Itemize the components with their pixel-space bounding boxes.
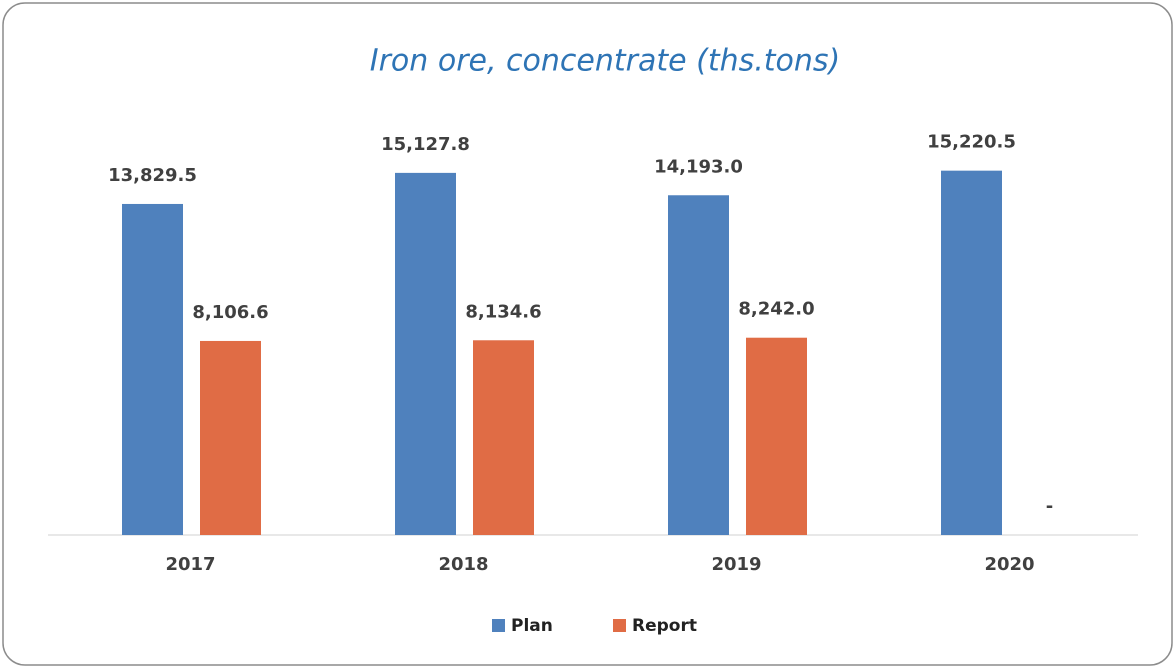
bar <box>200 340 261 535</box>
value-label: 8,134.6 <box>465 301 541 322</box>
bar <box>473 340 534 535</box>
value-label: 14,193.0 <box>654 156 743 177</box>
legend-swatch <box>613 619 626 632</box>
value-label: 15,220.5 <box>927 132 1016 153</box>
x-tick-label: 2020 <box>984 554 1034 575</box>
legend-label: Plan <box>511 616 553 636</box>
value-label: 13,829.5 <box>108 165 197 186</box>
legend-swatch <box>492 619 505 632</box>
value-label: 8,106.6 <box>192 302 268 323</box>
value-label: - <box>1046 496 1053 517</box>
x-tick-label: 2019 <box>711 554 761 575</box>
bar <box>668 195 729 535</box>
bar <box>941 170 1002 535</box>
value-label: 15,127.8 <box>381 134 470 155</box>
bar <box>122 203 183 535</box>
bar <box>395 172 456 535</box>
x-tick-label: 2017 <box>165 554 215 575</box>
value-label: 8,242.0 <box>738 299 814 320</box>
chart-title: Iron ore, concentrate (ths.tons) <box>370 44 840 79</box>
bar <box>746 337 807 535</box>
legend-label: Report <box>632 616 697 636</box>
x-tick-label: 2018 <box>438 554 488 575</box>
